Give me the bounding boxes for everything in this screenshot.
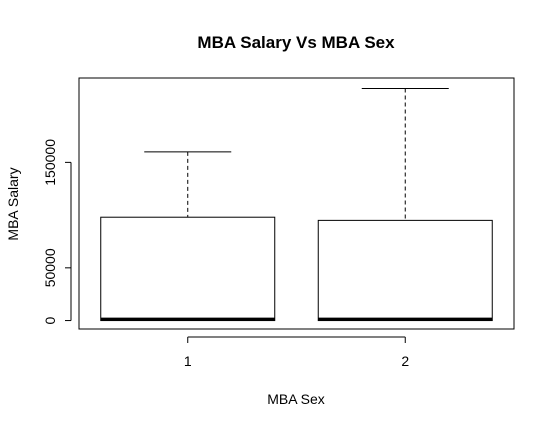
y-tick-label: 50000 xyxy=(42,248,58,287)
iqr-box xyxy=(100,216,276,322)
y-tick-label: 150000 xyxy=(42,139,58,186)
plot-frame xyxy=(78,77,515,330)
chart-title: MBA Salary Vs MBA Sex xyxy=(197,33,395,52)
y-tick-label: 0 xyxy=(42,316,58,324)
x-axis-label: MBA Sex xyxy=(267,391,325,407)
y-axis: 0 50000 150000 xyxy=(42,139,72,324)
y-axis-label: MBA Salary xyxy=(5,167,21,240)
boxes xyxy=(100,88,493,322)
box-1 xyxy=(100,151,276,322)
box-2 xyxy=(317,88,493,322)
x-tick-label: 1 xyxy=(184,353,192,369)
iqr-box xyxy=(317,219,493,322)
x-tick-label: 2 xyxy=(401,353,409,369)
